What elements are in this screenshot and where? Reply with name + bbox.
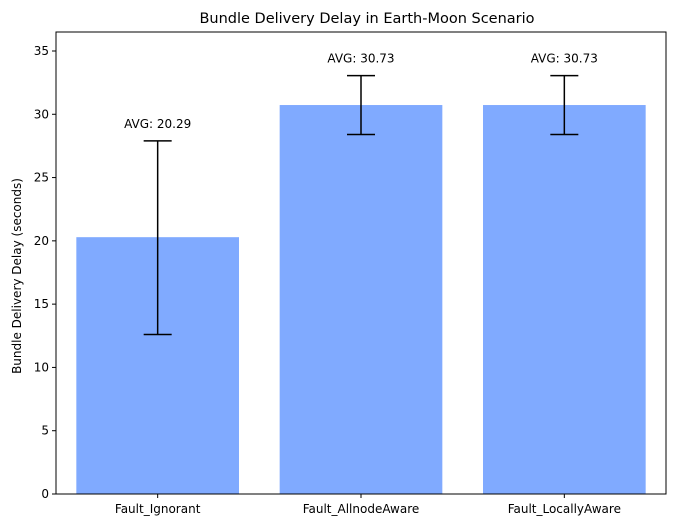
x-tick-label: Fault_Ignorant — [115, 502, 201, 516]
y-tick-label: 10 — [34, 360, 49, 374]
x-tick-label: Fault_AllnodeAware — [303, 502, 420, 516]
data-label: AVG: 30.73 — [531, 52, 598, 66]
plot-area: AVG: 20.29 Fault_Ignorant AVG: 30.73 Fault_… — [34, 31, 667, 516]
y-tick-label: 20 — [34, 234, 49, 248]
y-tick-label: 35 — [34, 44, 49, 58]
y-axis-label: Bundle Delivery Delay (seconds) — [10, 178, 24, 374]
y-tick-label: 0 — [41, 487, 49, 501]
y-tick-label: 5 — [41, 424, 49, 438]
x-tick-label: Fault_LocallyAware — [508, 502, 621, 516]
y-tick-label: 30 — [34, 107, 49, 121]
axes-frame — [55, 31, 667, 495]
bar — [279, 105, 443, 495]
y-tick-label: 15 — [34, 297, 49, 311]
data-label: AVG: 30.73 — [327, 52, 394, 66]
data-label: AVG: 20.29 — [124, 117, 191, 131]
y-tick-label: 25 — [34, 171, 49, 185]
chart-title: Bundle Delivery Delay in Earth-Moon Scen… — [199, 11, 534, 27]
bar — [483, 105, 646, 495]
